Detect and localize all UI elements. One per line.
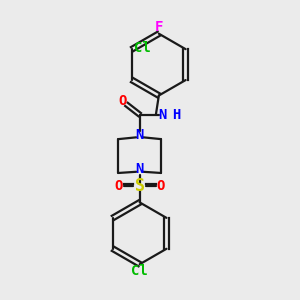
Text: N: N: [136, 128, 144, 142]
Text: O: O: [119, 94, 127, 108]
Text: Cl: Cl: [131, 264, 148, 278]
Text: F: F: [154, 20, 163, 34]
Text: O: O: [114, 179, 123, 193]
Text: H: H: [172, 108, 181, 122]
Text: S: S: [135, 177, 145, 195]
Text: Cl: Cl: [134, 41, 151, 55]
Text: O: O: [157, 179, 165, 193]
Text: N: N: [158, 108, 166, 122]
Text: N: N: [136, 162, 144, 176]
